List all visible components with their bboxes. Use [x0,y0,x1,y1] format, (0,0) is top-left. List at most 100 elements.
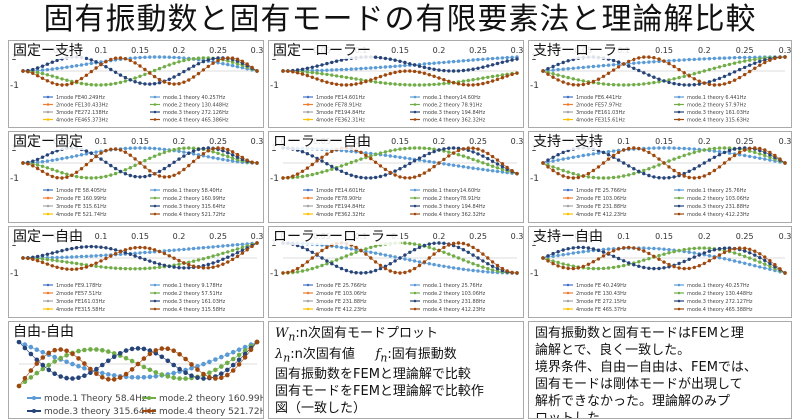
mode-1-point [495,56,500,60]
mode-2-point [743,59,747,63]
legend-label: 3mode FE161.03Hz [576,110,625,116]
mode-2-point [40,257,45,261]
mode-2-point [622,263,626,268]
mode-3-point [677,82,681,87]
mode-4-point [768,58,772,62]
mode-1-point [207,359,212,365]
mode-1-point [157,147,162,151]
mode-1-point [76,363,81,369]
mode-2-point [334,74,339,78]
mode-2-point [152,266,157,270]
mode-3-point [758,59,762,64]
legend-label: 2mode FE78.91Hz [316,103,362,109]
mode-3-point [349,270,353,274]
mode-4-point [388,71,392,76]
mode-2-point [383,150,388,154]
mode-3-point [177,366,182,372]
mode-4-point [250,160,254,164]
mode-3-point [219,371,224,376]
mode-2-point [707,147,712,151]
mode-3-point [707,80,712,84]
mode-1-point [481,57,485,61]
mode-3-point [230,253,235,257]
mode-4-point [732,153,737,158]
mode-2-point [561,168,565,173]
mode-4-point [65,175,69,179]
legend-marker [677,188,681,192]
mode-2-point [171,375,176,380]
mode-3-point [417,156,422,160]
mode-4-point [657,257,661,261]
x-tick-label: 0.25 [736,232,754,241]
mode-4-point [657,57,661,61]
mode-2-point [129,358,135,364]
mode-3-point [667,176,671,180]
mode-2-point [611,175,616,180]
mode-1-point [50,67,54,71]
mode-1-point [717,256,722,260]
mode-4-point [50,81,54,85]
mode-2-point [305,268,310,272]
mode-2-point [556,260,560,265]
mode-1-point [717,56,722,60]
mode-2-point [99,175,103,179]
mode-3-point [123,251,128,255]
mode-4-point [500,266,505,271]
mode-2-point [627,83,631,87]
mode-3-point [697,253,701,257]
x-tick-label: 0.25 [469,46,487,55]
mode-2-point [52,359,57,364]
mode-2-point [94,264,98,268]
mode-4-point [748,146,752,151]
mode-4-point [162,175,167,179]
mode-2-point [403,241,407,245]
mode-2-point [495,269,500,273]
mode-1-point [471,166,475,170]
mode-4-point [551,261,555,266]
mode-2-point [647,257,651,261]
mode-4-point [471,83,475,87]
mode-3-point [344,171,349,176]
mode-1-point [70,255,74,259]
chart-title: 支持ー支持 [531,134,605,150]
x-tick-label: 0.1 [95,137,108,146]
mode-3-point [339,266,344,271]
mode-3-point [118,73,123,77]
mode-4-point [657,157,661,161]
mode-1-point [591,152,596,156]
mode-4-point [31,257,35,261]
mode-4-point [167,175,171,179]
mode-2-point [310,70,314,75]
mode-4-point [596,77,601,81]
mode-4-point [330,81,334,86]
mode-1-point [581,250,585,254]
mode-1-point [647,60,651,64]
mode-2-point [113,266,118,270]
mode-1-point [162,55,167,59]
mode-4-point [109,57,113,62]
mode-4-point [45,172,50,176]
mode-4-point [250,65,254,70]
mode-4-point [773,56,777,61]
mode-4-point [113,147,118,151]
mode-4-point [677,171,681,176]
mode-2-point [99,265,103,269]
mode-4-point [235,254,240,259]
mode-1-point [226,158,230,162]
mode-1-point [748,55,752,60]
mode-1-point [596,64,601,68]
mode-3-point [172,265,176,269]
legend-marker [677,196,681,200]
mode-3-point [398,256,402,260]
mode-3-point [393,169,397,173]
mode-3-point [305,66,310,70]
mode-4-point [778,55,782,60]
mode-4-point [677,67,681,72]
mode-3-point [89,58,94,62]
mode-2-point [606,176,611,180]
mode-2-point [79,81,84,86]
mode-3-point [64,375,69,381]
notes-right-line1: 固有振動数と固有モードはFEMと理 [535,326,744,341]
